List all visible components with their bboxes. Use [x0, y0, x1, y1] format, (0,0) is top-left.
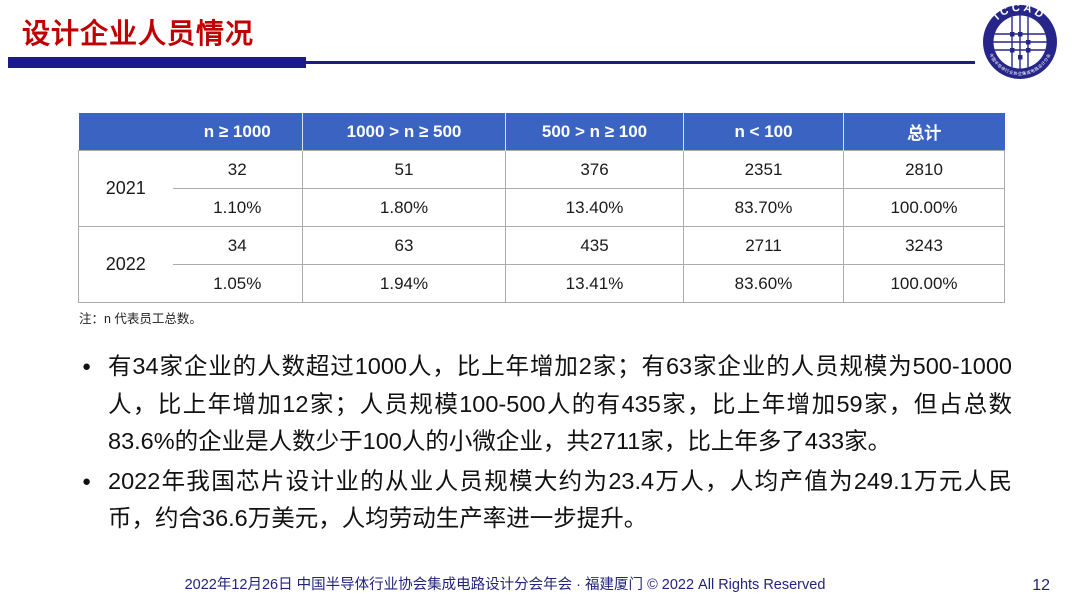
table-header-empty: [78, 113, 173, 151]
table-cell-count: 376: [505, 150, 684, 189]
table-cell-count: 34: [172, 226, 303, 265]
table-cell-count: 2351: [683, 150, 844, 189]
table-cell-count: 2711: [683, 226, 844, 265]
table-header-n-lt-100: n < 100: [683, 113, 844, 151]
personnel-table-container: n ≥ 1000 1000 > n ≥ 500 500 > n ≥ 100 n …: [78, 113, 1005, 303]
table-header-n-ge-1000: n ≥ 1000: [172, 113, 303, 151]
table-header-row: n ≥ 1000 1000 > n ≥ 500 500 > n ≥ 100 n …: [78, 113, 1005, 151]
bullet-icon: ●: [82, 358, 92, 375]
table-cell-percent: 1.05%: [172, 264, 303, 303]
bullet-text-2: 2022年我国芯片设计业的从业人员规模大约为23.4万人，人均产值为249.1万…: [108, 467, 1012, 532]
table-cell-percent: 83.70%: [683, 188, 844, 227]
table-cell-percent: 1.80%: [302, 188, 506, 227]
table-footnote: 注：n 代表员工总数。: [79, 312, 202, 326]
table-header-1000-500: 1000 > n ≥ 500: [302, 113, 506, 151]
table-row-2022-counts: 2022 34 63 435 2711 3243: [78, 226, 1005, 303]
bullet-icon: ●: [82, 472, 92, 490]
logo-circuit-dots: [1010, 32, 1031, 60]
table-cell-percent: 1.94%: [302, 264, 506, 303]
table-header-total: 总计: [843, 113, 1005, 151]
page-title: 设计企业人员情况: [22, 18, 255, 49]
title-underline-rule: [306, 61, 975, 64]
page-number: 12: [1032, 577, 1050, 594]
bullet-item-1: ● 有34家企业的人数超过1000人，比上年增加2家；有63家企业的人员规模为5…: [80, 348, 1012, 461]
table-cell-percent: 100.00%: [843, 188, 1005, 227]
table-cell-percent: 83.60%: [683, 264, 844, 303]
title-underline-bar: [8, 57, 306, 68]
table-cell-count: 3243: [843, 226, 1005, 265]
year-cell-2022: 2022: [78, 226, 173, 303]
table-row-2021-percents: 1.10% 1.80% 13.40% 83.70% 100.00%: [79, 188, 1005, 227]
iccad-logo-graphic: ICCAD 中国半导体行业协会集成电路设计分会: [983, 2, 1057, 79]
footer-copyright: 2022年12月26日 中国半导体行业协会集成电路设计分会年会 · 福建厦门 ©…: [184, 577, 826, 593]
table-cell-percent: 100.00%: [843, 264, 1005, 303]
table-cell-count: 2810: [843, 150, 1005, 189]
table-cell-percent: 13.40%: [505, 188, 684, 227]
year-cell-2021: 2021: [78, 150, 173, 227]
iccad-logo: ICCAD 中国半导体行业协会集成电路设计分会: [981, 2, 1059, 81]
table-cell-count: 63: [302, 226, 506, 265]
personnel-table: n ≥ 1000 1000 > n ≥ 500 500 > n ≥ 100 n …: [78, 113, 1005, 303]
table-cell-count: 51: [302, 150, 506, 189]
table-cell-count: 32: [172, 150, 303, 189]
table-header-500-100: 500 > n ≥ 100: [505, 113, 684, 151]
table-cell-percent: 13.41%: [505, 264, 684, 303]
table-cell-count: 435: [505, 226, 684, 265]
bullet-text-1: 有34家企业的人数超过1000人，比上年增加2家；有63家企业的人员规模为500…: [108, 353, 1012, 454]
bullet-item-2: ● 2022年我国芯片设计业的从业人员规模大约为23.4万人，人均产值为249.…: [80, 463, 1012, 538]
table-row-2022-percents: 1.05% 1.94% 13.41% 83.60% 100.00%: [79, 264, 1005, 303]
table-row-2021-counts: 2021 32 51 376 2351 2810: [78, 150, 1005, 227]
table-cell-percent: 1.10%: [172, 188, 303, 227]
bullet-list: ● 有34家企业的人数超过1000人，比上年增加2家；有63家企业的人员规模为5…: [80, 348, 1012, 540]
